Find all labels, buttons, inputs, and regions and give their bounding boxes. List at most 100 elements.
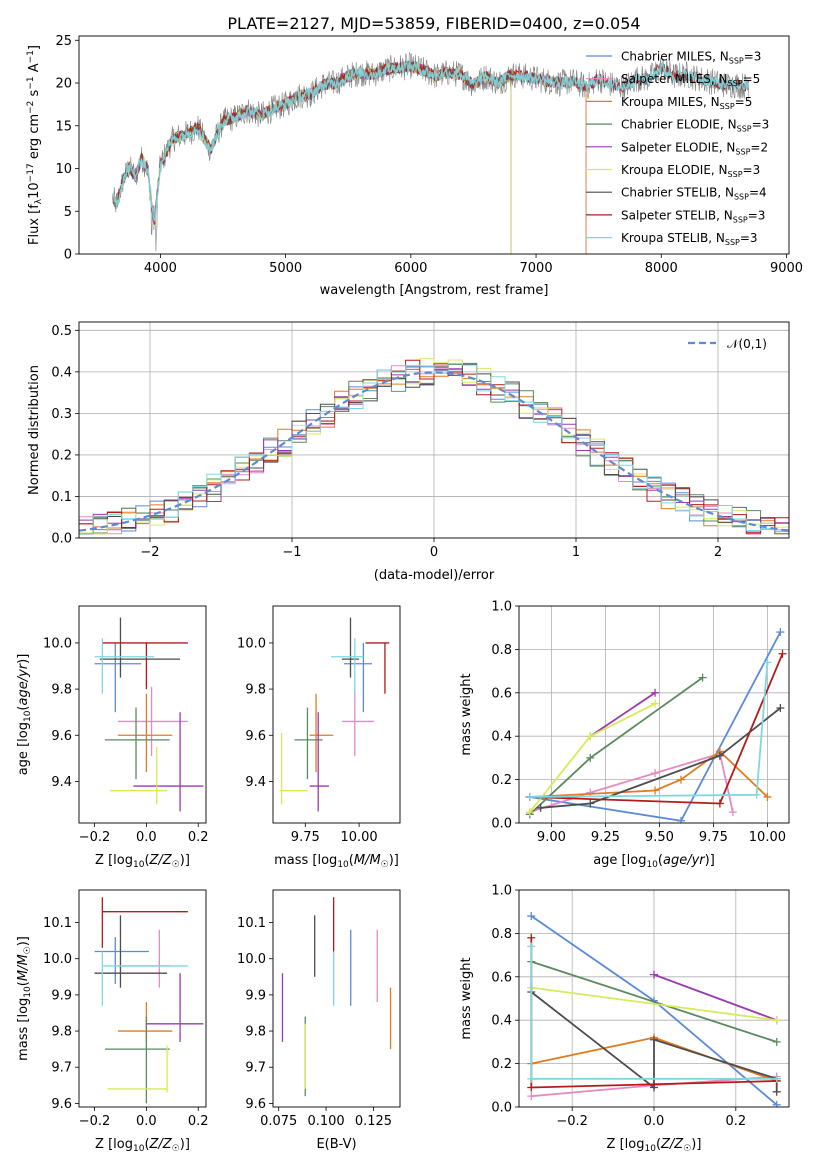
y-axis-label: mass weight	[459, 957, 474, 1039]
y-tick-label: 0.8	[491, 927, 512, 942]
weight-marker	[527, 912, 536, 921]
y-tick-label: 20	[55, 77, 72, 92]
weight-marker	[677, 775, 685, 784]
y-axis-label: mass [log10(M/M☉)]	[16, 936, 33, 1061]
weight-marker	[525, 792, 534, 801]
y-tick-label: 0.4	[491, 1014, 512, 1029]
weight-marker	[586, 799, 595, 808]
x-tick-label: 0.0	[136, 830, 157, 845]
weight-marker	[527, 1092, 536, 1101]
x-tick-label: 1	[572, 545, 580, 560]
normal-curve-line	[79, 371, 789, 532]
y-tick-label: 0.1	[51, 490, 72, 505]
legend-label: Chabrier MILES, NSSP=3	[621, 50, 761, 66]
y-tick-label: 1.0	[491, 600, 512, 615]
weight-marker	[525, 808, 534, 817]
x-axis-label: wavelength [Angstrom, rest frame]	[320, 283, 549, 298]
weight-marker	[527, 942, 536, 951]
x-tick-label: −0.2	[79, 1114, 111, 1129]
y-axis-label: age [log10(age/yr)]	[16, 654, 33, 776]
plot-area-residuals	[79, 322, 789, 538]
y-tick-label: 9.8	[51, 683, 72, 698]
legend-label: Salpeter MILES, NSSP=5	[621, 72, 760, 88]
x-tick-label: 0	[430, 545, 438, 560]
plot-area-weight_vs_Z	[519, 890, 789, 1107]
y-tick-label: 0.6	[491, 686, 512, 701]
axes-frame	[272, 889, 401, 1108]
x-axis-label: (data-model)/error	[374, 568, 495, 583]
axes-frame	[518, 889, 790, 1108]
weight-marker	[651, 769, 660, 778]
weight-marker	[763, 792, 772, 801]
axes-frame	[518, 605, 790, 824]
axes-frame	[272, 605, 401, 824]
axes-frame	[78, 321, 790, 539]
y-tick-label: 9.6	[51, 729, 72, 744]
y-tick-label: 0.0	[491, 1101, 512, 1116]
x-tick-label: 8000	[645, 261, 678, 276]
weight-marker	[772, 1100, 781, 1107]
weight-marker	[651, 699, 660, 708]
x-tick-label: 9.50	[645, 830, 674, 845]
x-tick-label: −1	[282, 545, 301, 560]
y-tick-label: 0.0	[51, 532, 72, 547]
weight-marker	[772, 1016, 781, 1025]
plot-area-mass_vs_Z	[94, 897, 204, 1104]
legend-label: Chabrier ELODIE, NSSP=3	[621, 118, 769, 134]
chart-layer: 4000 5000 6000 7000 8000 90000510152025wavele…	[16, 34, 803, 1154]
legend-label: 𝒩(0,1)	[727, 337, 767, 351]
y-tick-label: 0.2	[491, 773, 512, 788]
weight-marker	[728, 808, 737, 817]
plot-area-mass_vs_ebv	[281, 897, 392, 1097]
x-tick-label: 0.2	[188, 830, 209, 845]
weight-marker	[651, 786, 660, 795]
axes-frame	[78, 605, 207, 824]
legend-label: Chabrier STELIB, NSSP=4	[621, 186, 767, 202]
weight-marker	[715, 751, 724, 760]
y-tick-label: 0.5	[51, 324, 72, 339]
weight-marker	[752, 790, 761, 799]
y-tick-label: 1.0	[491, 884, 512, 899]
legend-label: Kroupa MILES, NSSP=5	[621, 95, 752, 111]
y-tick-label: 15	[55, 119, 72, 134]
x-tick-label: 9.75	[291, 830, 320, 845]
panel-mass_vs_Z: −0.2 0.0 0.2 9.6 9.7 9.8 9.9 10.0 10.1 Z [log10(Z…	[16, 889, 209, 1154]
weight-marker	[650, 970, 658, 979]
x-tick-label: 2	[714, 545, 722, 560]
y-tick-label: 9.4	[51, 775, 72, 790]
x-axis-label: age [log10(age/yr)]	[593, 853, 715, 870]
y-tick-label: 9.9	[245, 988, 266, 1003]
weight-marker	[651, 688, 660, 697]
y-tick-label: 9.6	[245, 1097, 266, 1112]
y-tick-label: 0.6	[491, 970, 512, 985]
y-tick-label: 10.1	[237, 916, 266, 931]
weight-marker	[776, 628, 785, 637]
y-tick-label: 10.1	[43, 916, 72, 931]
weight-marker	[536, 803, 545, 812]
y-tick-label: 9.9	[51, 988, 72, 1003]
y-tick-label: 0.4	[51, 365, 72, 380]
weight-marker	[778, 649, 787, 658]
x-axis-label: E(B-V)	[316, 1137, 356, 1152]
legend-label: Kroupa ELODIE, NSSP=3	[621, 163, 760, 179]
axes-frame	[78, 35, 790, 255]
y-axis-label: Flux [fλ10−17 erg cm−2 s−1 A−1]	[26, 45, 44, 245]
panel-weight_vs_age: 9.00 9.25 9.50 9.75 10.00 0.0 0.2 0.4 0.6 0.8 1.0 m…	[459, 600, 790, 870]
plot-area-spectrum	[112, 51, 750, 254]
x-tick-label: −0.2	[556, 1114, 588, 1129]
x-tick-label: 9.00	[537, 830, 566, 845]
y-axis-label: mass weight	[459, 673, 474, 755]
y-tick-label: 0.2	[491, 1057, 512, 1072]
y-tick-label: 10	[55, 162, 72, 177]
weight-line	[589, 692, 656, 737]
x-tick-label: −0.2	[79, 830, 111, 845]
weight-marker	[527, 1074, 536, 1083]
weight-marker	[650, 1035, 658, 1044]
panel-age_vs_Z: −0.2 0.0 0.2 9.4 9.6 9.8 10.0 Z [log10(Z/Z☉)] ag…	[16, 605, 209, 870]
x-tick-label: 5000	[269, 261, 302, 276]
weight-marker	[586, 788, 595, 797]
y-tick-label: 0.8	[491, 643, 512, 658]
y-tick-label: 10.0	[237, 636, 266, 651]
x-tick-label: 10.00	[749, 830, 786, 845]
